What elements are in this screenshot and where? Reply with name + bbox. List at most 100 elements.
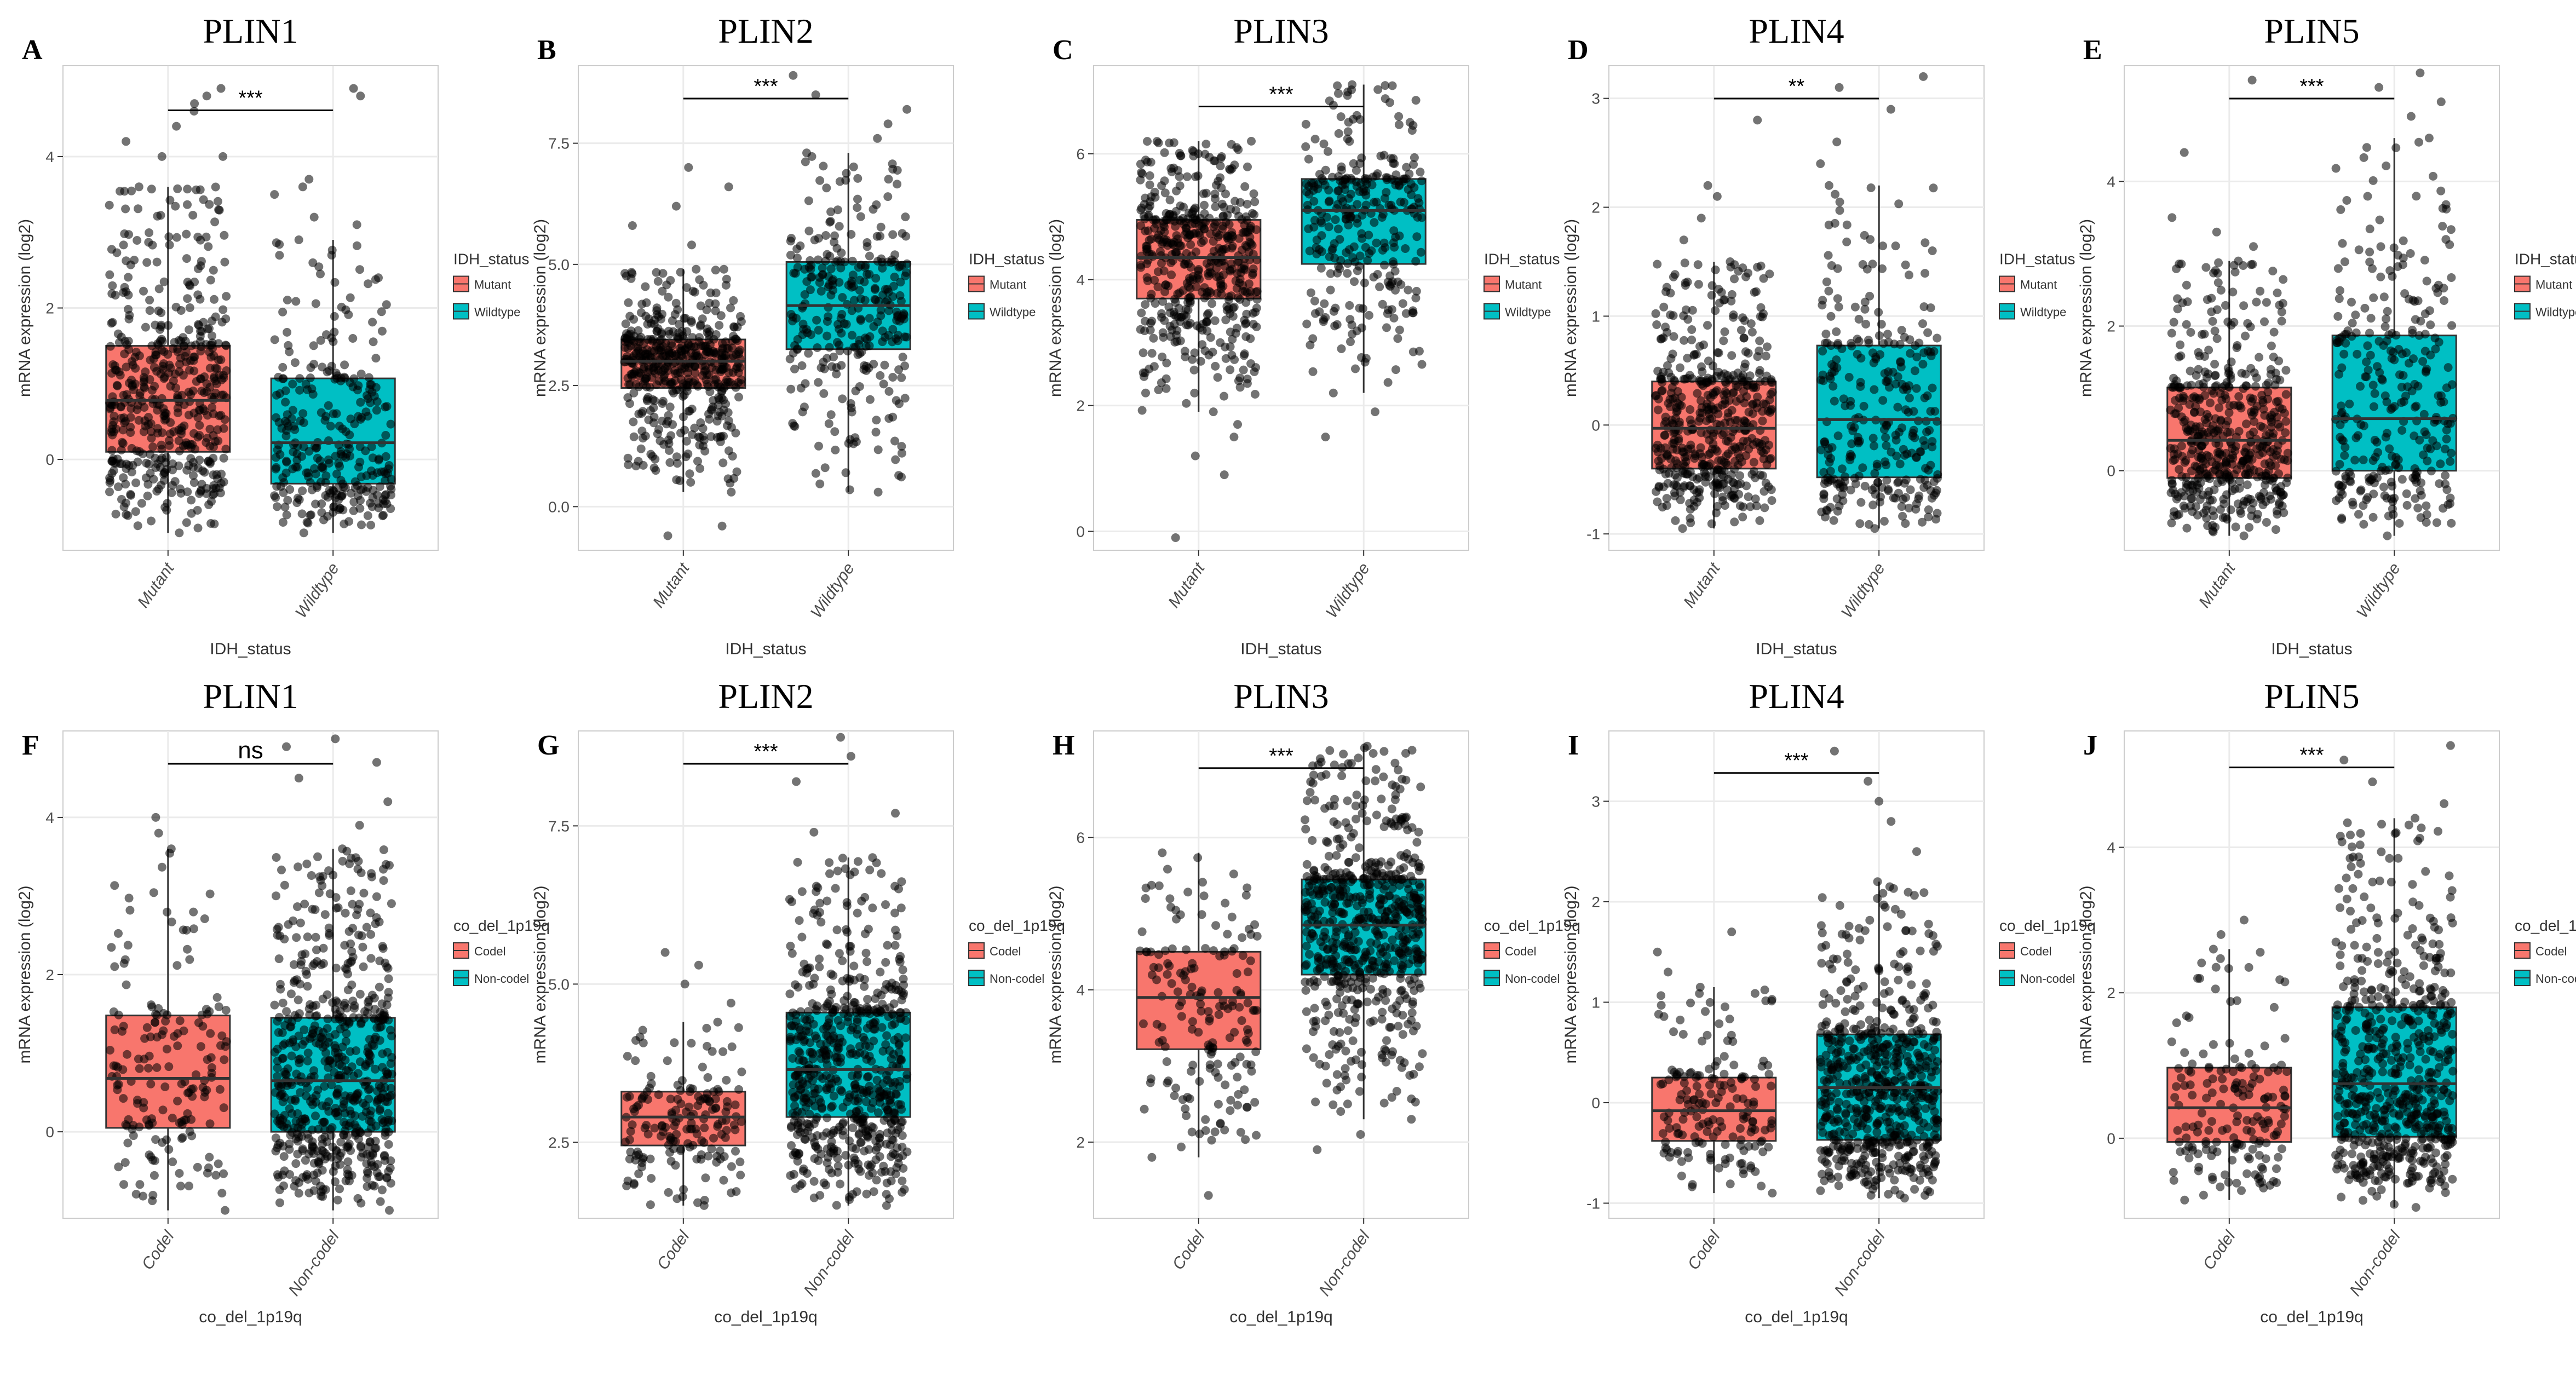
data-point [2188, 494, 2196, 503]
data-point [1701, 470, 1710, 479]
data-point [1868, 500, 1877, 509]
data-point [815, 278, 824, 287]
data-point [124, 230, 133, 239]
data-point [2241, 332, 2250, 341]
data-point [1678, 524, 1687, 533]
data-point [2394, 456, 2403, 464]
data-point [2201, 459, 2210, 468]
data-point [1832, 137, 1841, 146]
data-point [1348, 321, 1356, 330]
data-point [637, 409, 646, 418]
data-point [786, 385, 795, 394]
data-point [1762, 352, 1770, 360]
data-point [2279, 275, 2287, 284]
data-point [2385, 266, 2394, 275]
data-point [1676, 364, 1684, 372]
data-point [2253, 510, 2262, 519]
data-point [298, 182, 307, 191]
data-point [2387, 347, 2395, 355]
data-point [284, 341, 292, 350]
data-point [163, 1011, 171, 1019]
data-point [1660, 431, 1669, 440]
data-point [377, 307, 386, 316]
data-point [319, 995, 327, 1004]
data-point [153, 429, 162, 437]
data-point [1220, 392, 1228, 401]
data-point [193, 290, 202, 299]
data-point [146, 306, 154, 315]
data-point [624, 338, 633, 347]
data-point [1924, 512, 1933, 521]
data-point [1391, 267, 1400, 275]
data-point [165, 436, 174, 445]
data-point [1209, 237, 1218, 246]
data-point [872, 416, 881, 424]
legend-item-label: Mutant [2535, 278, 2572, 292]
data-point [151, 813, 160, 822]
data-point [2376, 273, 2385, 281]
data-point [1222, 302, 1231, 311]
data-point [2222, 449, 2230, 458]
data-point [359, 963, 368, 971]
data-point [1831, 219, 1839, 228]
data-point [2365, 247, 2374, 256]
data-point [2196, 495, 2205, 504]
data-point [215, 483, 224, 492]
data-point [1302, 120, 1310, 129]
data-point [2352, 329, 2361, 337]
data-point [818, 270, 827, 279]
data-point [1170, 139, 1178, 147]
data-point [1243, 216, 1251, 225]
data-point [1348, 330, 1356, 338]
data-point [639, 347, 647, 355]
data-point [1396, 198, 1405, 206]
x-tick-label: Wildtype [807, 560, 858, 621]
data-point [1752, 438, 1761, 447]
data-point [1847, 342, 1856, 350]
x-axis-label: IDH_status [2271, 640, 2352, 658]
data-point [1730, 517, 1739, 526]
data-point [121, 480, 130, 488]
data-point [825, 218, 834, 227]
data-point [375, 983, 384, 992]
data-point [1889, 368, 1898, 377]
data-point [2186, 328, 2195, 337]
data-point [871, 284, 879, 293]
data-point [197, 387, 206, 395]
data-point [221, 341, 230, 349]
data-point [354, 931, 363, 940]
data-point [2444, 363, 2453, 372]
data-point [2362, 143, 2371, 152]
data-point [2273, 289, 2282, 297]
data-point [2447, 519, 2456, 528]
data-point [2171, 396, 2180, 405]
data-point [1189, 229, 1198, 238]
data-point [1927, 407, 1935, 416]
data-point [1243, 200, 1251, 209]
data-point [1695, 485, 1704, 494]
data-point [1157, 309, 1166, 318]
data-point [2423, 277, 2431, 285]
data-point [1380, 261, 1389, 269]
data-point [659, 397, 668, 406]
data-point [2382, 433, 2390, 441]
data-point [2390, 244, 2399, 252]
data-point [848, 408, 856, 417]
data-point [134, 204, 142, 213]
data-point [2206, 399, 2215, 407]
data-point [2368, 264, 2377, 273]
data-point [1378, 300, 1387, 309]
data-point [220, 1103, 228, 1112]
data-point [654, 277, 663, 286]
data-point [821, 231, 830, 240]
data-point [1204, 269, 1212, 278]
data-point [2252, 373, 2261, 382]
data-point [2442, 205, 2451, 214]
data-point [635, 335, 644, 343]
data-point [1335, 264, 1344, 273]
data-point [1722, 379, 1730, 388]
panel-title: PLIN1 [203, 677, 298, 716]
data-point [899, 353, 907, 361]
